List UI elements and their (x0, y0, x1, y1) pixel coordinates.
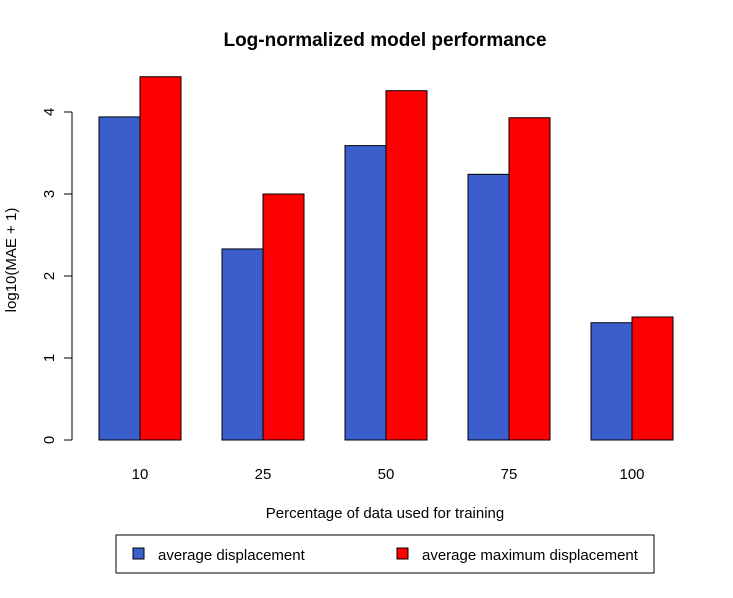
y-tick-label: 1 (41, 354, 58, 362)
x-axis-label: Percentage of data used for training (266, 505, 505, 522)
bar-average-maximum-displacement-25 (262, 193, 305, 441)
bar-average-displacement-50 (344, 145, 387, 441)
bar-average-displacement-25 (221, 248, 264, 441)
bars (98, 76, 674, 441)
y-tick-label: 3 (41, 190, 58, 198)
legend: average displacement average maximum dis… (115, 534, 655, 574)
y-axis: 0 1 2 3 4 (41, 108, 73, 444)
y-tick-label: 4 (41, 108, 58, 116)
legend-box (115, 534, 655, 574)
legend-swatch-average-maximum-displacement (396, 547, 409, 560)
bar-average-displacement-75 (467, 173, 510, 441)
x-tick-label: 100 (619, 466, 644, 483)
chart-title: Log-normalized model performance (223, 30, 546, 51)
y-tick-label: 2 (41, 272, 58, 280)
legend-label-average-maximum-displacement: average maximum displacement (422, 547, 639, 564)
legend-label-average-displacement: average displacement (158, 547, 306, 564)
x-tick-label: 75 (501, 466, 518, 483)
bar-average-maximum-displacement-50 (385, 90, 428, 441)
x-tick-labels: 10 25 50 75 100 (132, 466, 645, 483)
y-tick-label: 0 (41, 436, 58, 444)
bar-average-maximum-displacement-100 (631, 316, 674, 441)
x-tick-label: 50 (378, 466, 395, 483)
x-tick-label: 10 (132, 466, 149, 483)
legend-swatch-average-displacement (132, 547, 145, 560)
bar-average-displacement-10 (98, 116, 141, 441)
bar-average-displacement-100 (590, 322, 633, 441)
bar-average-maximum-displacement-10 (139, 76, 182, 441)
x-tick-label: 25 (255, 466, 272, 483)
bar-average-maximum-displacement-75 (508, 117, 551, 441)
y-axis-label: log10(MAE + 1) (3, 208, 20, 313)
